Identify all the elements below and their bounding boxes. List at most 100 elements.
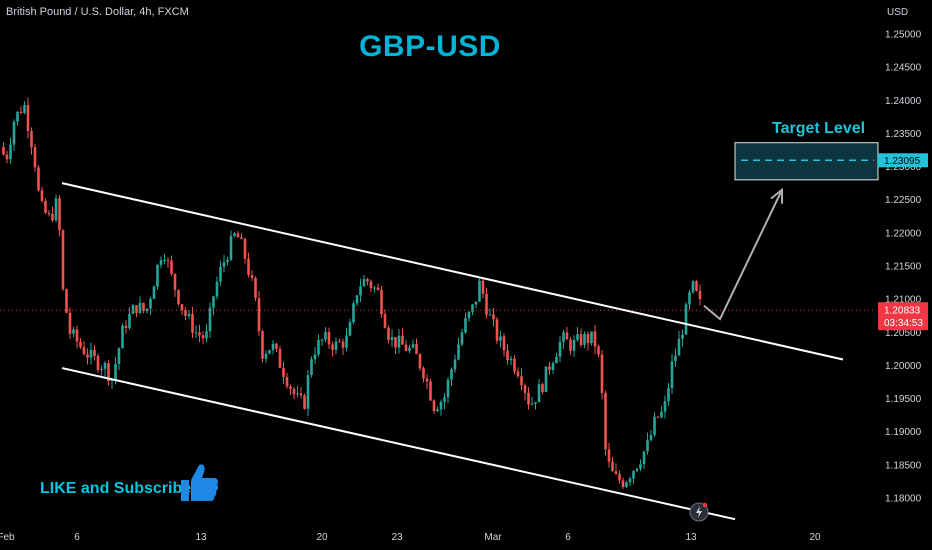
candle: [170, 255, 173, 276]
candle: [523, 383, 527, 401]
candle: [359, 278, 362, 302]
candle: [89, 342, 93, 365]
candle: [625, 480, 628, 489]
candle: [499, 330, 502, 348]
candle-body: [121, 325, 124, 349]
candle: [93, 344, 96, 361]
candle: [117, 347, 121, 371]
candle-body: [450, 369, 453, 380]
projection-arrow[interactable]: [703, 189, 783, 321]
candle: [285, 372, 289, 389]
candle: [156, 264, 159, 290]
candle-body: [562, 332, 565, 342]
candle: [642, 450, 646, 469]
candle: [30, 127, 33, 155]
candle: [317, 334, 320, 357]
candle: [453, 354, 457, 373]
projection-arrowhead: [770, 187, 784, 204]
like-subscribe-text: LIKE and Subscribe: [40, 480, 192, 497]
candle: [187, 309, 191, 320]
candle: [660, 406, 663, 419]
y-tick-label: 1.23500: [885, 129, 922, 140]
candle: [583, 331, 586, 349]
candle: [495, 316, 499, 344]
candle: [215, 276, 219, 300]
candle-body: [100, 368, 103, 371]
candle: [152, 285, 156, 299]
candle-body: [180, 304, 184, 311]
x-axis[interactable]: Feb 6 13 20 23 Mar 6 13 20: [0, 532, 821, 543]
candle: [250, 270, 254, 281]
candle-body: [86, 354, 89, 358]
candle-body: [523, 385, 527, 393]
candle-body: [688, 292, 691, 305]
candle-body: [625, 482, 628, 487]
candle-body: [411, 344, 415, 348]
candle: [107, 360, 110, 386]
candle-body: [383, 314, 387, 328]
candle: [460, 329, 464, 347]
channel-lower-line[interactable]: [61, 367, 736, 521]
candle: [135, 305, 138, 318]
candle-body: [317, 340, 320, 355]
candle: [23, 101, 26, 115]
candle-body: [96, 356, 100, 371]
candle: [65, 288, 68, 314]
candle: [149, 296, 152, 315]
candle: [485, 287, 488, 319]
x-tick-label: 13: [195, 532, 207, 543]
candle: [492, 308, 495, 327]
candle-body: [282, 367, 285, 378]
candle-body: [264, 353, 268, 359]
candle: [124, 320, 128, 334]
candle: [37, 165, 40, 192]
candle: [271, 340, 275, 355]
channel-upper-line[interactable]: [61, 182, 844, 361]
candle-body: [348, 322, 352, 336]
candle: [219, 260, 222, 286]
candle-body: [58, 198, 61, 231]
candle-body: [114, 363, 117, 380]
candle: [324, 327, 327, 343]
candle-body: [457, 344, 460, 360]
candle-body: [376, 287, 380, 290]
y-tick-label: 1.21000: [885, 295, 922, 306]
candle-body: [12, 121, 16, 145]
candle: [240, 233, 243, 240]
axis-currency: USD: [887, 7, 909, 18]
candle: [145, 308, 149, 314]
candle: [401, 328, 404, 345]
alert-icon[interactable]: [689, 502, 709, 522]
candle: [201, 331, 205, 344]
candle-body: [408, 347, 411, 351]
candle-body: [467, 311, 471, 319]
candle: [446, 376, 450, 404]
candle-body: [460, 332, 464, 345]
candle-body: [394, 337, 397, 348]
candle-body: [208, 307, 212, 332]
candle: [474, 301, 478, 309]
candle-body: [404, 344, 408, 351]
candle-body: [292, 388, 296, 395]
candle: [373, 285, 376, 293]
y-axis[interactable]: 1.25000 1.24500 1.24000 1.23500 1.23000 1.225…: [885, 30, 922, 505]
candle-body: [303, 395, 306, 409]
candle-body: [44, 200, 47, 213]
candle: [26, 97, 30, 139]
candle: [513, 355, 516, 375]
candle: [390, 329, 394, 347]
target-zone-box[interactable]: [734, 142, 879, 181]
candle: [75, 325, 79, 349]
candle-body: [240, 237, 243, 239]
candle-body: [40, 190, 44, 201]
candle: [443, 393, 446, 410]
y-tick-label: 1.23000: [885, 162, 922, 173]
candle-body: [537, 384, 541, 403]
candle: [621, 477, 625, 489]
candle: [212, 295, 215, 316]
candle-body: [443, 397, 446, 403]
candle-body: [142, 302, 145, 311]
candle-body: [285, 377, 289, 387]
candle: [79, 338, 82, 350]
